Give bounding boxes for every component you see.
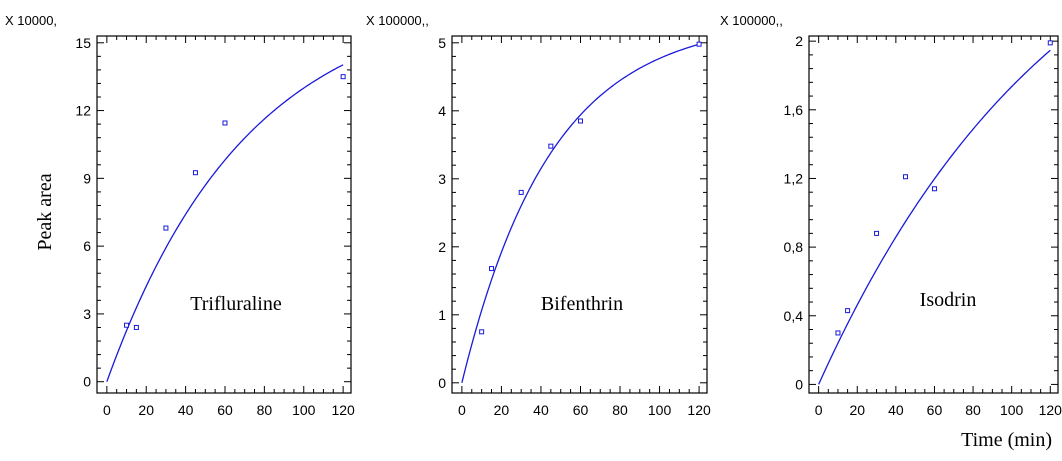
y-tick-label: 9	[83, 170, 91, 186]
data-point	[845, 308, 851, 314]
data-point	[479, 329, 485, 335]
y-tick-label: 3	[83, 306, 91, 322]
x-tick-label: 120	[331, 402, 355, 418]
x-tick-label: 0	[458, 402, 466, 418]
y-tick-label: 6	[83, 238, 91, 254]
y-tick-label: 1,6	[784, 102, 804, 118]
data-point	[903, 174, 909, 180]
plot-frame	[451, 35, 708, 394]
x-tick-label: 80	[257, 402, 273, 418]
x-tick-label: 20	[849, 402, 865, 418]
data-point	[835, 330, 841, 336]
scale-multiplier: X 10000,	[5, 13, 57, 28]
x-tick-label: 0	[815, 402, 823, 418]
y-tick-label: 1	[438, 307, 446, 323]
compound-label: Bifenthrin	[541, 293, 623, 315]
y-tick-label: 3	[438, 171, 446, 187]
x-tick-label: 100	[648, 402, 672, 418]
y-tick-label: 0,4	[784, 308, 804, 324]
data-point	[124, 322, 130, 328]
y-tick-label: 2	[438, 239, 446, 255]
data-point	[1047, 40, 1053, 46]
fit-curve	[818, 49, 1051, 385]
x-tick-label: 80	[612, 402, 628, 418]
x-tick-label: 120	[687, 402, 711, 418]
x-tick-label: 60	[573, 402, 589, 418]
data-point	[489, 266, 495, 272]
y-tick-label: 0	[438, 375, 446, 391]
y-tick-label: 0,8	[784, 239, 804, 255]
data-point	[548, 143, 554, 149]
y-tick-label: 5	[438, 35, 446, 51]
y-tick-label: 0	[83, 374, 91, 390]
x-tick-label: 80	[965, 402, 981, 418]
data-point	[222, 120, 228, 126]
x-tick-label: 100	[292, 402, 316, 418]
scale-multiplier: X 100000,,	[366, 13, 429, 28]
data-point	[577, 118, 583, 124]
y-tick-label: 4	[438, 103, 446, 119]
y-tick-label: 2	[795, 33, 803, 49]
data-point	[518, 189, 524, 195]
x-tick-label: 60	[927, 402, 943, 418]
data-point	[133, 324, 139, 330]
x-tick-label: 100	[1000, 402, 1024, 418]
data-point	[163, 225, 169, 231]
y-tick-label: 0	[795, 376, 803, 392]
x-tick-label: 20	[138, 402, 154, 418]
y-tick-label: 1,2	[784, 170, 804, 186]
compound-label: Isodrin	[920, 289, 977, 311]
fit-curve	[106, 64, 344, 382]
data-point	[696, 41, 702, 47]
fit-curve	[461, 43, 700, 383]
x-tick-label: 40	[178, 402, 194, 418]
x-tick-label: 0	[103, 402, 111, 418]
data-point	[192, 170, 198, 176]
y-tick-label: 12	[75, 103, 91, 119]
x-tick-label: 40	[888, 402, 904, 418]
data-point	[931, 186, 937, 192]
scale-multiplier: X 100000,,	[720, 13, 783, 28]
data-point	[874, 230, 880, 236]
y-axis-title: Peak area	[34, 173, 56, 250]
y-tick-label: 15	[75, 35, 91, 51]
compound-label: Trifluraline	[190, 293, 282, 315]
plot-frame	[96, 35, 352, 394]
x-axis-title: Time (min)	[961, 429, 1052, 451]
x-tick-label: 120	[1039, 402, 1062, 418]
x-tick-label: 20	[494, 402, 510, 418]
plot-frame	[808, 35, 1059, 394]
data-point	[340, 74, 346, 80]
panel-1: 0 3 6 9 12 15 0 20 40 60 80 100 120 X 10000, Triflural…	[5, 13, 355, 418]
x-tick-label: 60	[217, 402, 233, 418]
x-tick-label: 40	[533, 402, 549, 418]
panel-2: 0 1 2 3 4 5 0 20 40 60 80 100 120 X 100000,, Bifenthri…	[366, 13, 711, 418]
